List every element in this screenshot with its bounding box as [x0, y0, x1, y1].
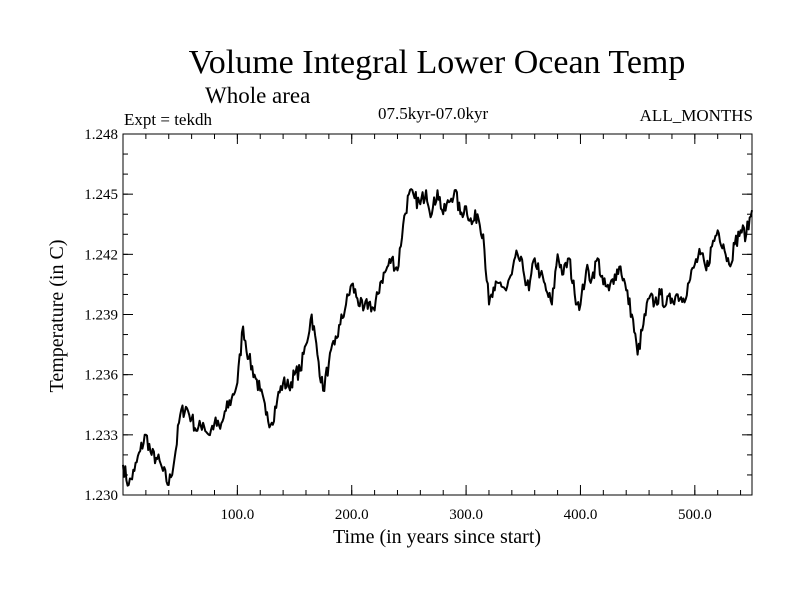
y-axis: 1.230 1.233 1.236 1.239 1.242 1.245 1.248 [84, 127, 752, 504]
x-tick-label: 300.0 [449, 507, 483, 523]
y-tick-label: 1.245 [84, 187, 118, 203]
chart-subtitle: Whole area [205, 83, 311, 108]
x-tick-label: 100.0 [220, 507, 254, 523]
y-tick-label: 1.248 [84, 127, 118, 143]
x-tick-label: 500.0 [678, 507, 712, 523]
period-label: 07.5kyr-07.0kyr [378, 104, 489, 123]
months-label: ALL_MONTHS [639, 106, 753, 125]
y-tick-label: 1.239 [84, 308, 118, 324]
experiment-label: Expt = tekdh [124, 110, 212, 129]
series-line-temperature [122, 188, 753, 487]
y-tick-label: 1.233 [84, 428, 118, 444]
x-tick-label: 400.0 [564, 507, 598, 523]
y-tick-label: 1.242 [84, 247, 118, 263]
chart-title: Volume Integral Lower Ocean Temp [188, 44, 686, 81]
y-tick-label: 1.230 [84, 488, 118, 504]
plot-frame [122, 133, 753, 496]
y-tick-label: 1.236 [84, 368, 118, 384]
y-axis-label: Temperature (in C) [46, 240, 68, 393]
x-axis-label: Time (in years since start) [333, 526, 541, 548]
x-axis: 100.0 200.0 300.0 400.0 500.0 [122, 134, 742, 523]
x-tick-label: 200.0 [335, 507, 369, 523]
